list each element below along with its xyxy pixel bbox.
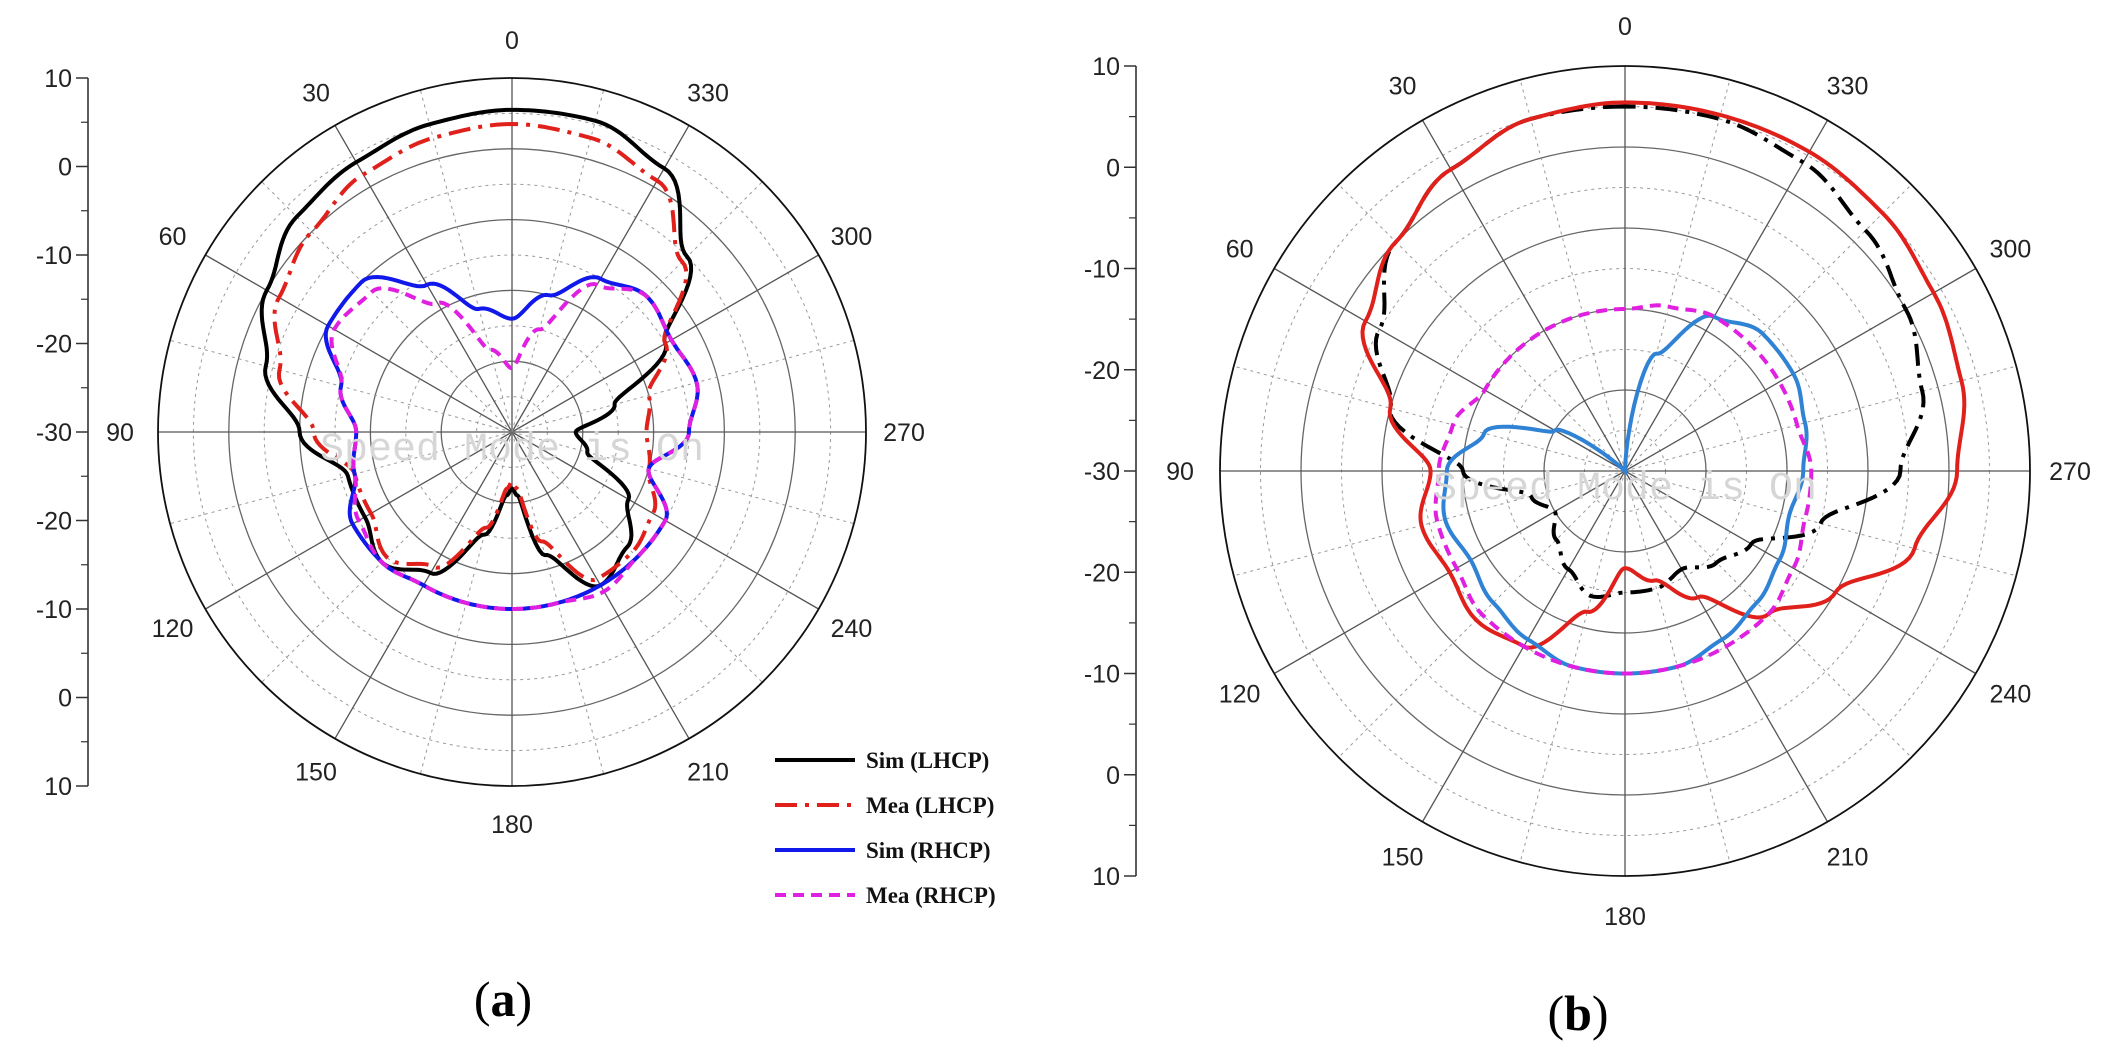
grid-spoke — [1421, 119, 1626, 472]
grid-spoke — [511, 339, 855, 433]
series-line — [272, 121, 689, 583]
series-line — [1360, 100, 1967, 650]
legend-label: Mea (RHCP) — [866, 883, 996, 908]
radial-tick-label: 0 — [58, 685, 72, 713]
series-line — [1441, 313, 1809, 676]
grid-spoke — [334, 125, 513, 433]
grid-spoke — [205, 254, 513, 433]
angle-tick-label: 150 — [295, 758, 337, 786]
grid-spoke — [511, 181, 763, 433]
angle-tick-label: 90 — [106, 419, 134, 447]
radial-tick-label: 10 — [44, 773, 72, 801]
grid-spoke — [1624, 267, 1977, 472]
radial-tick-label: -20 — [1084, 357, 1120, 385]
angle-tick-label: 330 — [687, 80, 729, 108]
outer-ring — [1219, 65, 2031, 877]
series-line — [329, 281, 700, 611]
angle-tick-label: 120 — [1219, 681, 1261, 709]
radial-tick-label: 10 — [1092, 863, 1120, 891]
angle-tick-label: 30 — [1389, 73, 1417, 101]
grid-spoke — [1338, 184, 1626, 472]
radial-tick-label: -10 — [1084, 256, 1120, 284]
grid-spoke — [1624, 119, 1829, 472]
grid-spoke — [1624, 470, 1977, 675]
grid-spoke — [1273, 267, 1626, 472]
legend-a: Sim (LHCP) Mea (LHCP) Sim (RHCP) Mea (RHCP) — [775, 748, 996, 908]
grid-spoke — [419, 89, 513, 433]
grid-spoke — [1519, 470, 1626, 863]
grid-spoke — [1624, 470, 1912, 758]
angle-tick-label: 270 — [2049, 458, 2091, 486]
grid-spoke — [1624, 184, 1912, 472]
angle-tick-label: 150 — [1382, 843, 1424, 871]
angle-tick-label: 60 — [1226, 236, 1254, 264]
legend-label: Mea (LHCP) — [866, 793, 994, 818]
caption-a: (a) — [474, 971, 532, 1027]
radial-tick-label: 0 — [1106, 154, 1120, 182]
watermark-text: Speed Mode is On — [1433, 467, 1817, 512]
grid-spoke — [169, 431, 513, 525]
angle-tick-label: 180 — [1604, 903, 1646, 931]
angle-tick-label: 90 — [1166, 458, 1194, 486]
angle-tick-label: 60 — [159, 223, 187, 251]
polar-chart-b: 0 30 60 90 120 150 180 210 240 270 300 330 10 0 -10 -20… — [1084, 13, 2091, 931]
angle-tick-label: 240 — [831, 615, 873, 643]
radial-tick-label: 10 — [1092, 53, 1120, 81]
radial-tick-label: -10 — [1084, 661, 1120, 689]
grid-spoke — [1624, 365, 2017, 472]
grid-spoke — [511, 89, 605, 433]
angle-tick-label: 180 — [491, 811, 533, 839]
radial-tick-label: -10 — [36, 242, 72, 270]
radial-tick-label: 10 — [44, 65, 72, 93]
angle-tick-label: 210 — [687, 758, 729, 786]
grid-spoke — [1624, 470, 1731, 863]
radial-tick-label: -20 — [1084, 559, 1120, 587]
angle-tick-label: 270 — [883, 419, 925, 447]
polar-chart-a: 0 30 60 90 120 150 180 210 240 270 300 330 10 0 -10 -20… — [36, 27, 925, 839]
watermark-text: Speed Mode is On — [320, 428, 704, 473]
radial-tick-label: 0 — [58, 154, 72, 182]
radial-tick-label: -20 — [36, 508, 72, 536]
grid-spoke — [511, 431, 855, 525]
series-line — [1433, 303, 1814, 676]
outer-ring — [157, 77, 867, 787]
angle-tick-label: 0 — [505, 27, 519, 55]
radial-tick-label: -30 — [36, 419, 72, 447]
radial-tick-label: -10 — [36, 596, 72, 624]
angle-tick-label: 30 — [302, 80, 330, 108]
grid-spoke — [1338, 470, 1626, 758]
grid-spoke — [1624, 470, 2017, 577]
legend-label: Sim (LHCP) — [866, 748, 989, 773]
grid-spoke — [1233, 365, 1626, 472]
radial-tick-label: 0 — [1106, 762, 1120, 790]
angle-tick-label: 330 — [1827, 73, 1869, 101]
angle-tick-label: 240 — [1990, 681, 2032, 709]
grid-spoke — [1233, 470, 1626, 577]
radial-tick-label: -20 — [36, 331, 72, 359]
angle-tick-label: 0 — [1618, 13, 1632, 41]
grid-spoke — [261, 181, 513, 433]
legend-label: Sim (RHCP) — [866, 838, 991, 863]
radial-tick-label: -30 — [1084, 458, 1120, 486]
angle-tick-label: 300 — [831, 223, 873, 251]
angle-tick-label: 210 — [1827, 843, 1869, 871]
grid-spoke — [1624, 79, 1731, 472]
series-line — [1373, 104, 1926, 600]
angle-tick-label: 120 — [152, 615, 194, 643]
grid-spoke — [1519, 79, 1626, 472]
angle-tick-label: 300 — [1990, 236, 2032, 264]
caption-b: (b) — [1547, 985, 1608, 1041]
